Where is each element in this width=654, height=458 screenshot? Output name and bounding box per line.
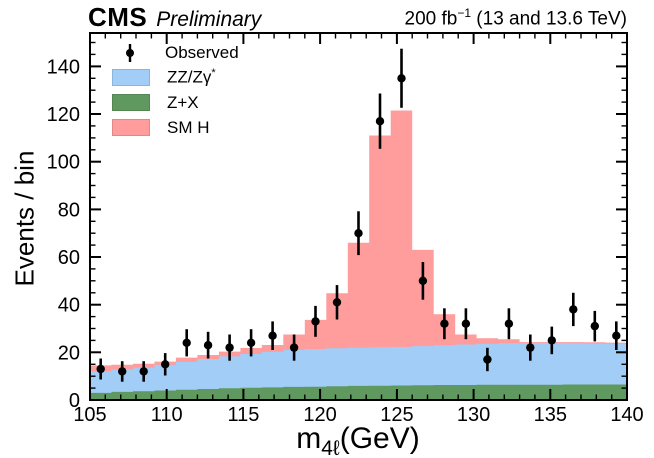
observed-point — [569, 305, 578, 314]
observed-point — [118, 367, 127, 376]
y-tick-label: 60 — [58, 247, 80, 269]
observed-point-glyph — [126, 48, 134, 57]
y-tick-label: 100 — [47, 152, 80, 174]
observed-point — [483, 355, 492, 364]
observed-point — [375, 117, 385, 126]
preliminary-label: Preliminary — [156, 8, 262, 31]
observed-point — [461, 319, 471, 328]
y-tick-label: 0 — [69, 390, 80, 412]
legend-label-text: Z+X — [167, 92, 199, 112]
legend-label-text: SM H — [167, 117, 210, 137]
x-axis-title-base: m — [296, 422, 322, 455]
observed-point — [526, 343, 535, 352]
observed-point — [246, 338, 256, 347]
legend-item-observed: Observed — [112, 40, 239, 65]
observed-point — [418, 276, 428, 285]
observed-point — [203, 341, 213, 350]
lumi-value: 200 fb — [404, 8, 458, 30]
observed-point — [590, 321, 599, 331]
x-axis-title: m4ℓ(GeV) — [258, 422, 458, 458]
x-tick-label: 115 — [227, 404, 259, 426]
zz-color-swatch — [112, 69, 150, 86]
experiment-label: CMS — [88, 2, 148, 32]
legend-label-smh: SM H — [167, 118, 210, 138]
observed-point — [397, 74, 406, 83]
x-tick-label: 110 — [151, 404, 183, 426]
legend-item-zz: ZZ/Zγ* — [112, 65, 239, 90]
observed-point — [182, 338, 191, 347]
plot-frame — [89, 32, 628, 401]
observed-point — [547, 336, 556, 345]
y-tick-label: 80 — [58, 199, 80, 221]
luminosity-label: 200 fb−1 (13 and 13.6 TeV) — [405, 6, 628, 30]
observed-point — [96, 364, 105, 374]
legend-label-superscript: * — [211, 67, 216, 80]
lumi-energy: (13 and 13.6 TeV) — [471, 8, 627, 30]
lumi-exponent: −1 — [457, 6, 472, 20]
legend: Observed ZZ/Zγ* Z+X SM H — [112, 40, 239, 140]
observed-point — [612, 331, 621, 340]
legend-label-zx: Z+X — [167, 93, 199, 113]
smh-color-swatch — [112, 119, 150, 136]
observed-point — [289, 343, 299, 352]
observed-point — [268, 331, 277, 340]
legend-label-text: Observed — [165, 42, 239, 62]
plot-header: CMS Preliminary — [88, 2, 261, 33]
x-axis-title-subscript: 4ℓ — [321, 437, 340, 458]
observed-point — [440, 319, 449, 328]
legend-label-zz: ZZ/Zγ* — [167, 67, 216, 88]
observed-point — [504, 319, 514, 328]
x-axis-title-unit: (GeV) — [339, 422, 420, 455]
x-tick-label: 140 — [610, 404, 643, 426]
y-tick-label: 20 — [58, 342, 80, 364]
x-tick-label: 135 — [534, 404, 567, 426]
y-axis-title: Events / bin — [9, 150, 40, 287]
legend-label-text: ZZ/Zγ — [167, 67, 212, 87]
x-tick-label: 105 — [73, 404, 106, 426]
x-tick-label: 120 — [303, 404, 336, 426]
observed-point — [311, 317, 320, 326]
observed-point — [354, 229, 363, 238]
legend-label-observed: Observed — [165, 43, 239, 63]
legend-item-smh: SM H — [112, 115, 239, 140]
observed-point — [161, 360, 170, 369]
observed-point — [332, 298, 342, 307]
zx-color-swatch — [112, 94, 150, 111]
legend-item-zx: Z+X — [112, 90, 239, 115]
y-tick-label: 40 — [58, 295, 80, 317]
x-tick-label: 125 — [380, 404, 413, 426]
y-tick-label: 140 — [47, 56, 80, 78]
y-tick-label: 120 — [47, 104, 80, 126]
histogram-area-smh — [90, 110, 627, 400]
observed-point — [225, 343, 234, 352]
histogram-area-zx — [90, 384, 627, 400]
observed-marker-icon — [126, 43, 134, 62]
x-tick-label: 130 — [457, 404, 490, 426]
observed-point — [139, 367, 148, 376]
